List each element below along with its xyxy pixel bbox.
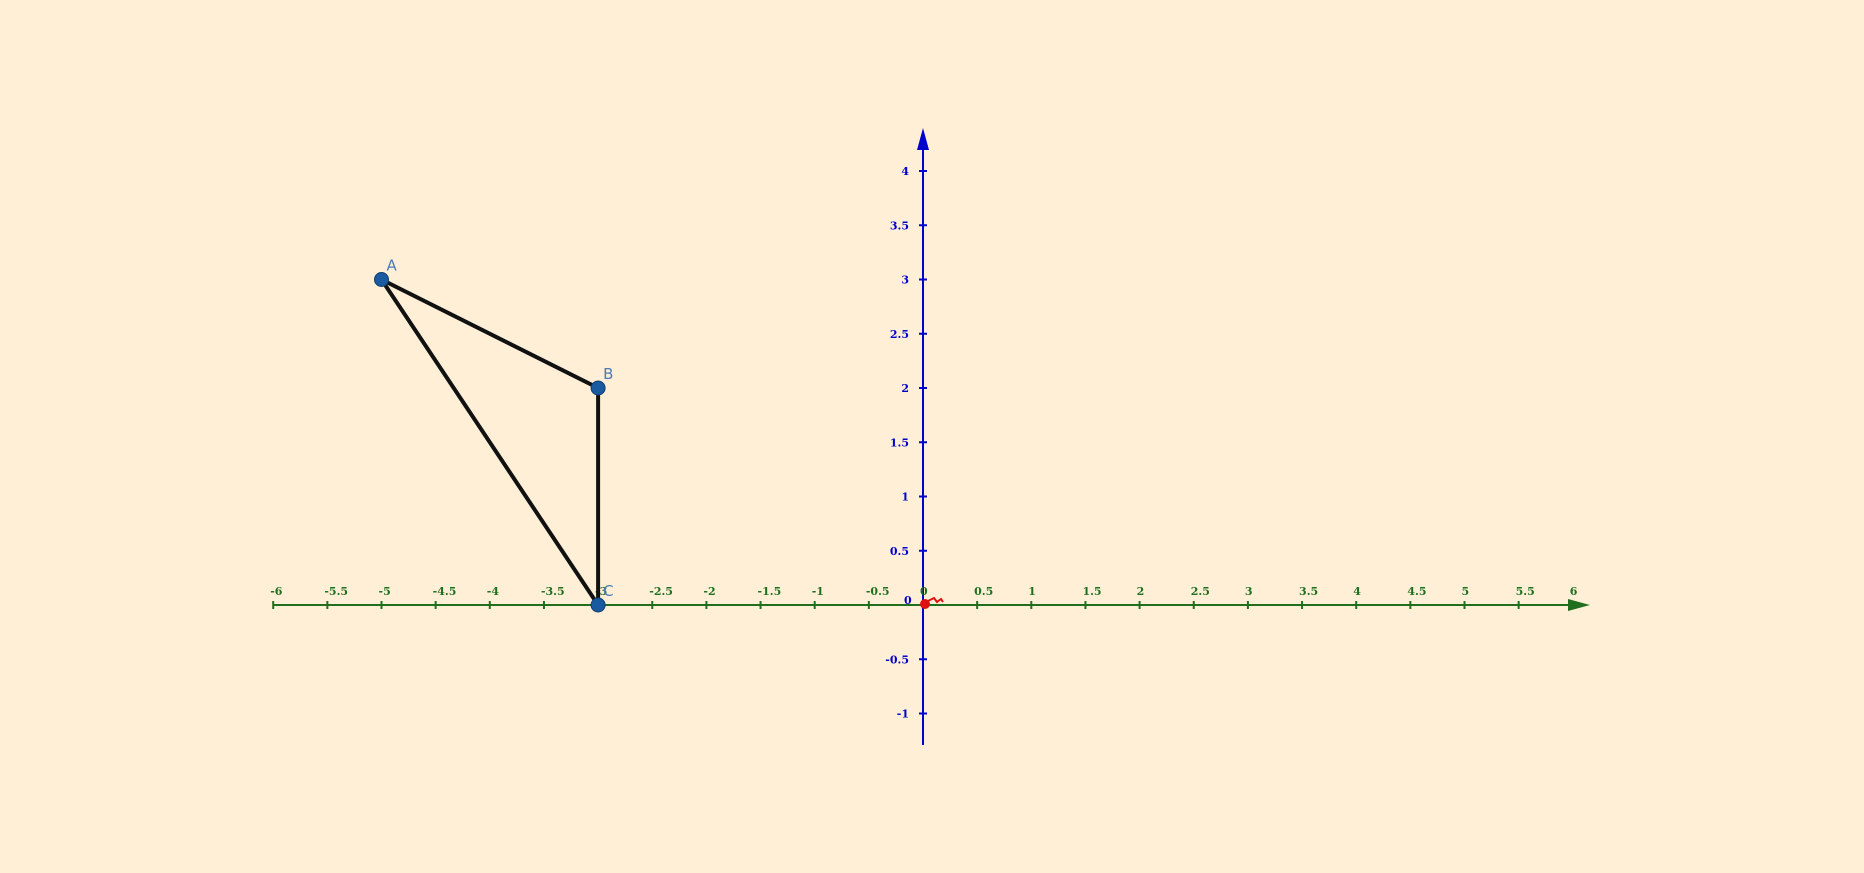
y-axis-ticks: -1 -0.5 0.5 1 1.5 2 2.5 3 3.5 4 xyxy=(885,165,927,721)
origin-label: 0 xyxy=(904,594,912,607)
y-tick-label: 3 xyxy=(901,274,909,287)
x-tick-label: 1 xyxy=(1028,585,1036,598)
x-tick-label: 5.5 xyxy=(1516,585,1535,598)
origin-marker[interactable] xyxy=(920,596,944,609)
y-tick-label: -1 xyxy=(897,708,909,721)
y-tick-label: -0.5 xyxy=(885,653,909,666)
x-tick-label: -1.5 xyxy=(758,585,782,598)
x-tick-label: -4.5 xyxy=(433,585,457,598)
x-tick-label: 0.5 xyxy=(974,585,993,598)
x-tick-label: 0 xyxy=(920,585,928,598)
origin-point[interactable] xyxy=(920,599,930,609)
y-tick-label: 4 xyxy=(901,165,909,178)
y-tick-label: 0.5 xyxy=(890,545,909,558)
x-tick-label: 3.5 xyxy=(1299,585,1318,598)
x-tick-label: -2 xyxy=(703,585,715,598)
x-tick-label: -0.5 xyxy=(866,585,890,598)
y-tick-label: 3.5 xyxy=(890,219,909,232)
y-tick-label: 2 xyxy=(901,382,909,395)
segment-ca[interactable] xyxy=(379,277,601,607)
x-tick-label: 4.5 xyxy=(1407,585,1426,598)
x-tick-label: -1 xyxy=(812,585,824,598)
x-tick-label: 2.5 xyxy=(1191,585,1210,598)
origin-marker-icon xyxy=(927,596,944,604)
x-tick-label: -4 xyxy=(487,585,500,598)
points: A B C xyxy=(374,257,614,613)
x-tick-label: 5 xyxy=(1462,585,1470,598)
x-axis-arrow-icon xyxy=(1568,599,1590,611)
x-tick-label: 2 xyxy=(1137,585,1145,598)
x-tick-label: 1.5 xyxy=(1082,585,1101,598)
x-tick-label: 4 xyxy=(1353,585,1361,598)
x-axis-ticks: -6 -5.5 -5 -4.5 -4 -3.5 -3 -2.5 -2 -1.5 -1 -0.5 0 0.5… xyxy=(270,585,1578,609)
point-label-a: A xyxy=(387,257,398,275)
point-label-c: C xyxy=(603,582,613,600)
segment-ab[interactable] xyxy=(379,277,601,390)
x-tick-label: -5 xyxy=(379,585,391,598)
x-tick-label: -6 xyxy=(270,585,283,598)
x-tick-label: 3 xyxy=(1245,585,1253,598)
triangle-abc xyxy=(379,277,601,607)
point-c[interactable] xyxy=(590,597,606,613)
x-tick-label: -5.5 xyxy=(324,585,348,598)
point-a[interactable] xyxy=(374,272,389,287)
y-tick-label: 1.5 xyxy=(890,436,909,449)
x-tick-label: -2.5 xyxy=(649,585,673,598)
x-tick-label: 6 xyxy=(1570,585,1578,598)
axes: -6 -5.5 -5 -4.5 -4 -3.5 -3 -2.5 -2 -1.5 -1 -0.5 0 0.5… xyxy=(270,128,1590,745)
y-axis-arrow-icon xyxy=(917,128,929,150)
y-tick-label: 2.5 xyxy=(890,328,909,341)
x-tick-label: -3.5 xyxy=(541,585,565,598)
y-tick-label: 1 xyxy=(901,491,909,504)
point-b[interactable] xyxy=(590,380,606,396)
point-label-b: B xyxy=(603,365,613,383)
